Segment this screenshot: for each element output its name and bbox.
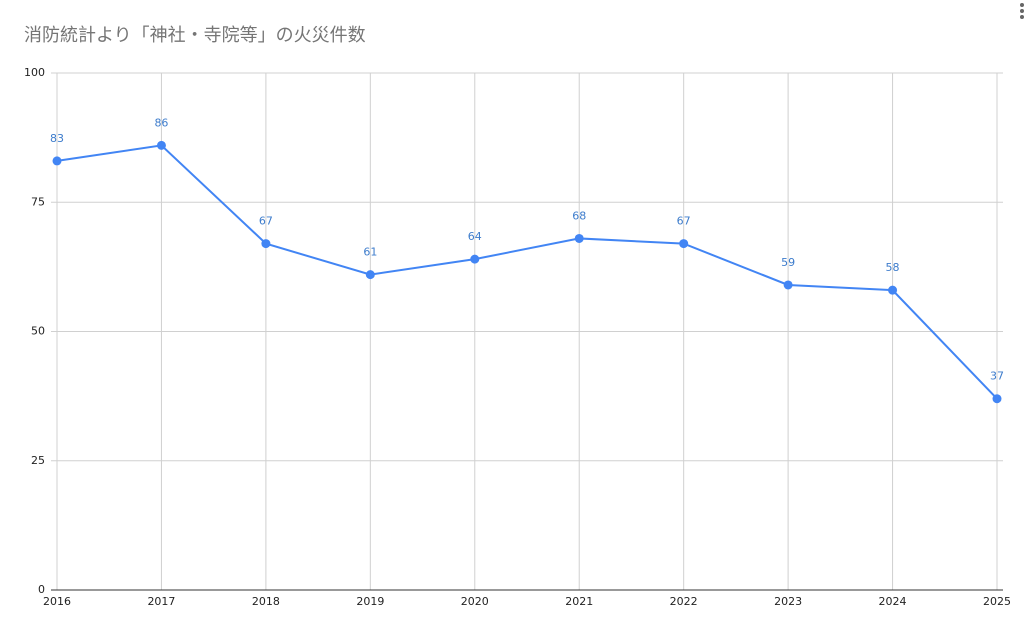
series-line xyxy=(56,144,998,400)
x-tick-label: 2019 xyxy=(356,595,384,608)
data-label: 61 xyxy=(363,246,377,259)
chart-title: 消防統計より「神社・寺院等」の火災件数 xyxy=(24,25,366,46)
x-tick-label: 2024 xyxy=(879,595,907,608)
x-tick-label: 2020 xyxy=(461,595,489,608)
x-tick-label: 2025 xyxy=(983,595,1011,608)
data-label: 83 xyxy=(50,132,64,145)
x-tick-label: 2017 xyxy=(147,595,175,608)
data-point xyxy=(888,285,898,295)
x-tick-label: 2021 xyxy=(565,595,593,608)
x-tick-label: 2022 xyxy=(670,595,698,608)
menu-dot[interactable] xyxy=(1020,15,1024,19)
y-tick-label: 50 xyxy=(31,325,45,338)
data-label: 86 xyxy=(154,116,168,129)
y-tick-label: 100 xyxy=(24,66,45,79)
data-label: 37 xyxy=(990,370,1004,383)
x-tick-label: 2016 xyxy=(43,595,71,608)
data-label: 59 xyxy=(781,256,795,269)
data-point xyxy=(470,254,480,264)
data-label: 58 xyxy=(886,261,900,274)
data-label: 67 xyxy=(677,215,691,228)
x-tick-label: 2023 xyxy=(774,595,802,608)
data-label: 67 xyxy=(259,215,273,228)
data-point xyxy=(156,140,166,150)
data-label: 64 xyxy=(468,230,482,243)
y-tick-label: 0 xyxy=(38,583,45,596)
data-point xyxy=(574,233,584,243)
data-point xyxy=(783,280,793,290)
menu-dot[interactable] xyxy=(1020,3,1024,7)
data-point xyxy=(992,394,1002,404)
y-tick-label: 25 xyxy=(31,454,45,467)
data-point xyxy=(365,270,375,280)
y-tick-label: 75 xyxy=(31,195,45,208)
data-point xyxy=(52,156,62,166)
data-point xyxy=(261,239,271,249)
menu-button[interactable] xyxy=(1020,3,1024,19)
data-point xyxy=(679,239,689,249)
data-label: 68 xyxy=(572,209,586,222)
x-tick-label: 2018 xyxy=(252,595,280,608)
menu-dot[interactable] xyxy=(1020,9,1024,13)
